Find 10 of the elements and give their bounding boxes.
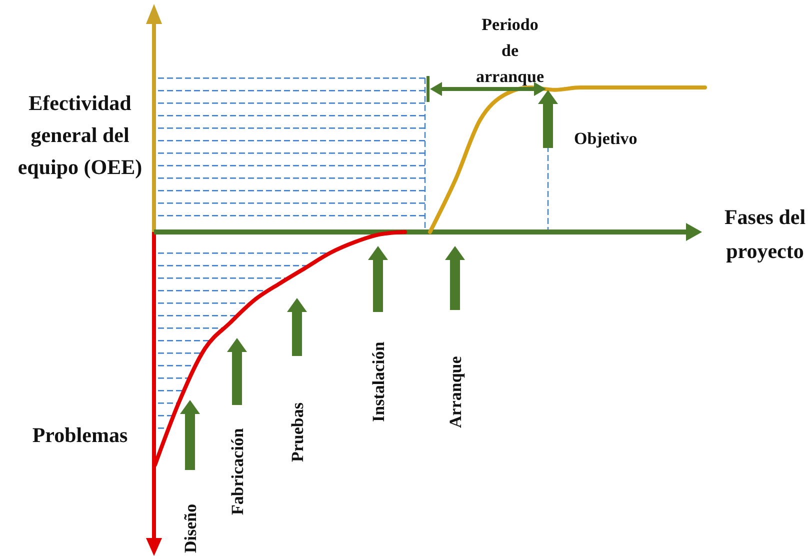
x-axis-title: Fases del proyecto	[724, 205, 806, 263]
text: Problemas	[32, 423, 128, 447]
annotation: Pruebas	[288, 402, 307, 462]
text: Periodo de arranque	[476, 15, 544, 86]
annotation: Instalación	[369, 341, 388, 422]
annotation: Fabricación	[228, 428, 247, 515]
annotation: Arranque	[446, 356, 465, 428]
y-axis-title: Efectividad general del equipo (OEE)	[18, 91, 142, 179]
text: Diseño	[181, 504, 200, 553]
annotation: Objetivo	[574, 129, 638, 148]
